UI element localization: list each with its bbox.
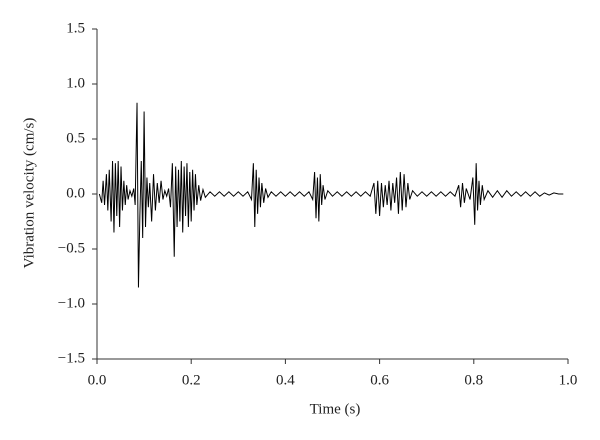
x-tick-label: 0.4 <box>276 372 295 388</box>
y-tick-label: 1.5 <box>66 20 85 36</box>
x-tick-label: 0.6 <box>370 372 389 388</box>
y-tick-label: 0.5 <box>66 130 85 146</box>
x-tick-label: 1.0 <box>559 372 578 388</box>
y-tick-label: −0.5 <box>58 240 85 256</box>
data-line <box>98 102 564 288</box>
y-tick-label: 0.0 <box>66 185 85 201</box>
x-axis-label: Time (s) <box>310 401 361 417</box>
y-tick-label: −1.0 <box>58 295 85 311</box>
x-tick-label: 0.2 <box>182 372 201 388</box>
y-tick-label: −1.5 <box>58 350 85 366</box>
y-axis-label: Vibration velocity (cm/s) <box>21 118 37 269</box>
x-tick-label: 0.8 <box>464 372 483 388</box>
y-tick-label: 1.0 <box>66 75 85 91</box>
x-tick-label: 0.0 <box>88 372 107 388</box>
